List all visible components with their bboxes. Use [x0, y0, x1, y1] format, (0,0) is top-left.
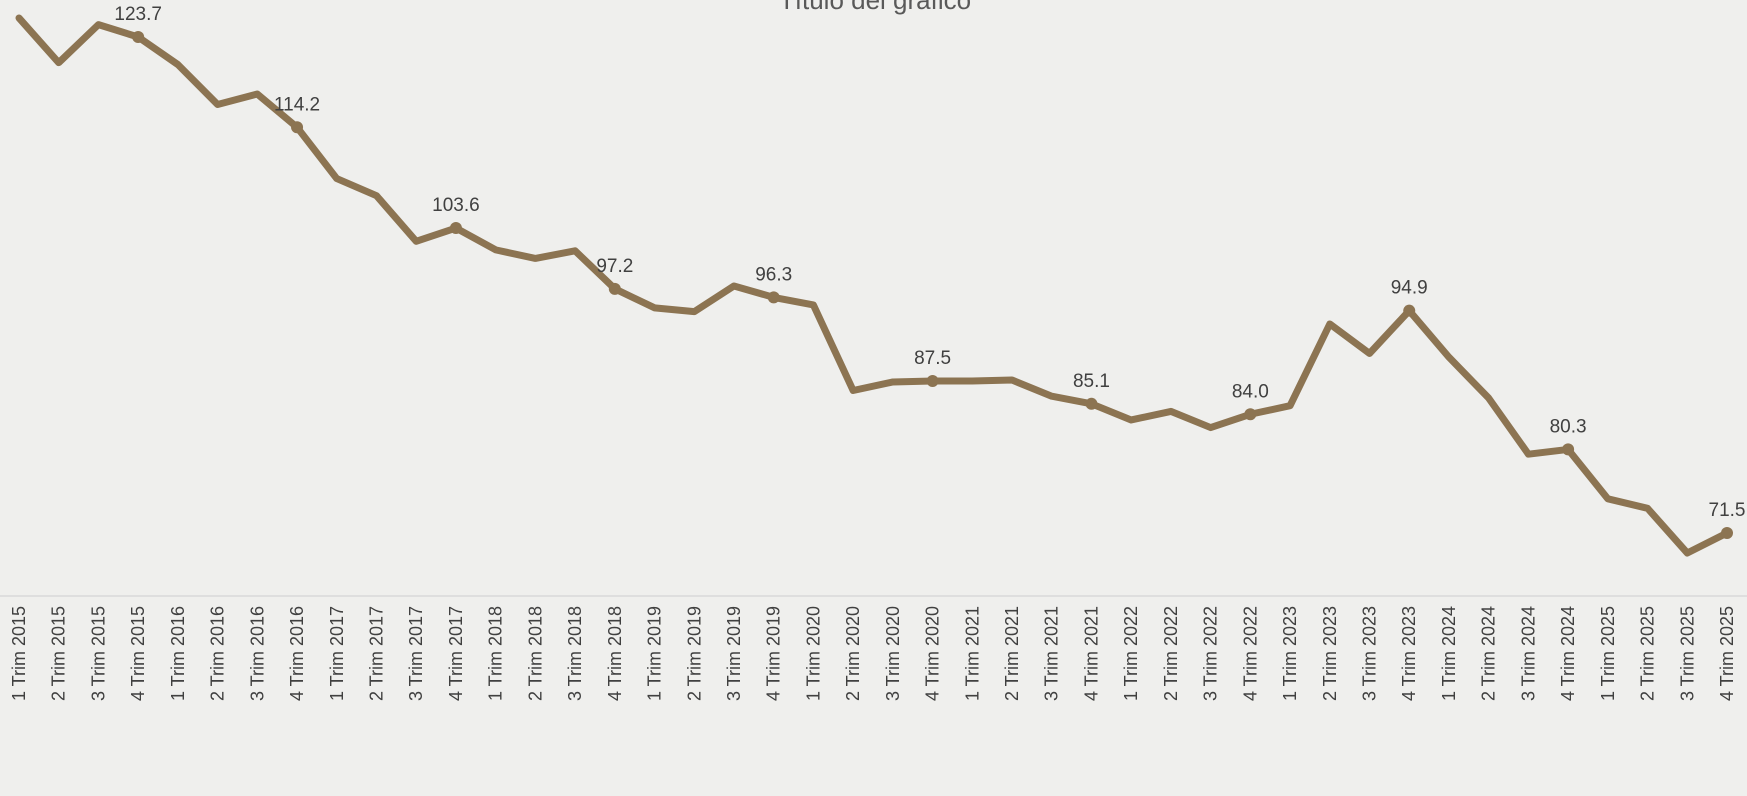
- x-tick-label: 3 Trim 2025: [1677, 606, 1697, 701]
- x-tick-label: 1 Trim 2016: [168, 606, 188, 701]
- data-line: [15, 14, 1731, 557]
- x-tick-label: 1 Trim 2025: [1598, 606, 1618, 701]
- x-tick-label: 3 Trim 2018: [565, 606, 585, 701]
- x-tick-label: 4 Trim 2015: [128, 606, 148, 701]
- x-tick-label: 2 Trim 2023: [1320, 606, 1340, 701]
- x-tick-label: 4 Trim 2017: [446, 606, 466, 701]
- x-tick-label: 3 Trim 2016: [247, 606, 267, 701]
- chart-title: Título del gráfico: [779, 0, 971, 15]
- x-tick-label: 1 Trim 2017: [327, 606, 347, 701]
- x-tick-label: 3 Trim 2019: [724, 606, 744, 701]
- data-label: 114.2: [274, 94, 320, 115]
- data-point: [1403, 304, 1416, 317]
- x-tick-label: 3 Trim 2023: [1360, 606, 1380, 701]
- x-tick-label: 1 Trim 2019: [645, 606, 665, 701]
- x-tick-label: 4 Trim 2018: [605, 606, 625, 701]
- x-tick-label: 2 Trim 2025: [1638, 606, 1658, 701]
- x-tick-label: 3 Trim 2021: [1042, 606, 1062, 701]
- x-tick-label: 4 Trim 2019: [764, 606, 784, 701]
- x-tick-label: 2 Trim 2016: [208, 606, 228, 701]
- data-label: 123.7: [114, 4, 162, 25]
- x-tick-label: 1 Trim 2020: [803, 606, 823, 701]
- data-point: [291, 121, 304, 134]
- data-point: [1244, 408, 1257, 421]
- data-point: [767, 291, 780, 304]
- data-point: [1721, 527, 1733, 540]
- x-tick-label: 4 Trim 2024: [1558, 606, 1578, 701]
- x-tick-label: 2 Trim 2021: [1002, 606, 1022, 701]
- data-label: 71.5: [1709, 500, 1746, 521]
- x-tick-label: 4 Trim 2021: [1081, 606, 1101, 701]
- data-point: [1085, 397, 1098, 410]
- x-tick-label: 4 Trim 2016: [287, 606, 307, 701]
- x-tick-label: 1 Trim 2024: [1439, 606, 1459, 701]
- x-tick-label: 2 Trim 2019: [684, 606, 704, 701]
- data-label: 80.3: [1550, 416, 1587, 437]
- x-tick-label: 3 Trim 2020: [883, 606, 903, 701]
- data-label: 85.1: [1073, 371, 1110, 392]
- data-label: 84.0: [1232, 381, 1269, 402]
- data-point: [608, 282, 621, 295]
- data-point: [449, 222, 462, 235]
- x-tick-label: 2 Trim 2017: [366, 606, 386, 701]
- data-point: [926, 375, 939, 388]
- x-tick-label: 1 Trim 2022: [1121, 606, 1141, 701]
- data-label: 97.2: [596, 256, 633, 277]
- x-tick-label: 1 Trim 2021: [962, 606, 982, 701]
- x-tick-label: 1 Trim 2018: [486, 606, 506, 701]
- x-tick-label: 3 Trim 2022: [1201, 606, 1221, 701]
- x-tick-label: 2 Trim 2018: [525, 606, 545, 701]
- x-tick-label: 2 Trim 2020: [843, 606, 863, 701]
- x-tick-label: 3 Trim 2024: [1518, 606, 1538, 701]
- x-tick-label: 4 Trim 2022: [1240, 606, 1260, 701]
- x-tick-label: 3 Trim 2015: [88, 606, 108, 701]
- x-tick-label: 2 Trim 2022: [1161, 606, 1181, 701]
- x-tick-label: 1 Trim 2023: [1280, 606, 1300, 701]
- data-point: [1562, 443, 1575, 456]
- data-label: 103.6: [432, 195, 480, 216]
- data-label: 96.3: [755, 264, 792, 285]
- x-tick-label: 1 Trim 2015: [9, 606, 29, 701]
- x-tick-label: 4 Trim 2023: [1399, 606, 1419, 701]
- data-point: [132, 31, 145, 44]
- x-tick-label: 4 Trim 2020: [923, 606, 943, 701]
- x-tick-label: 4 Trim 2025: [1717, 606, 1737, 701]
- data-label: 87.5: [914, 348, 951, 369]
- x-tick-label: 2 Trim 2024: [1479, 606, 1499, 701]
- data-label: 94.9: [1391, 278, 1428, 299]
- x-tick-label: 3 Trim 2017: [406, 606, 426, 701]
- x-tick-label: 2 Trim 2015: [49, 606, 69, 701]
